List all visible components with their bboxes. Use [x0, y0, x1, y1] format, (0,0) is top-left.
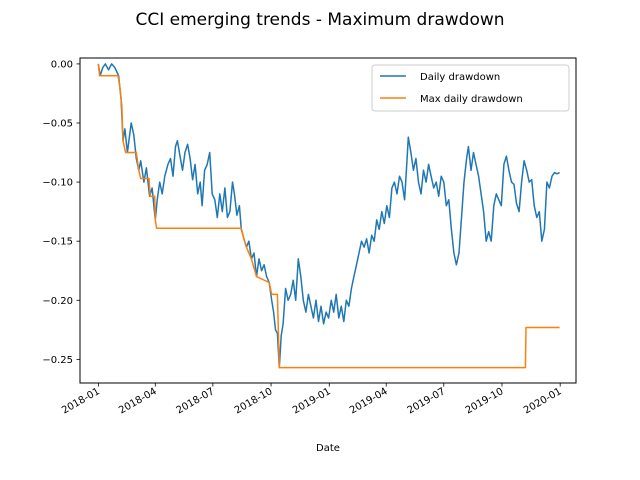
legend-box — [371, 64, 570, 112]
series-line-max-daily-drawdown — [97, 63, 560, 369]
series-line-daily-drawdown — [97, 63, 560, 369]
y-tick-label: −0.10 — [42, 178, 73, 189]
y-tick-label: −0.05 — [42, 119, 73, 130]
legend-label-max-daily-drawdown: Max daily drawdown — [420, 94, 523, 105]
series-layer — [97, 63, 560, 369]
legend-label-daily-drawdown: Daily drawdown — [420, 72, 500, 83]
y-tick-label: 0.00 — [51, 59, 73, 70]
y-axis: 0.00 −0.05 −0.10 −0.15 −0.20 −0.25 — [42, 59, 80, 366]
y-tick-label: −0.15 — [42, 237, 73, 248]
chart-title: CCI emerging trends - Maximum drawdown — [135, 10, 504, 30]
plot-frame — [79, 57, 577, 384]
y-tick-label: −0.25 — [42, 355, 73, 366]
x-axis-title: Date — [316, 443, 340, 454]
y-tick-label: −0.20 — [42, 296, 73, 307]
legend: Daily drawdown Max daily drawdown — [371, 64, 570, 112]
